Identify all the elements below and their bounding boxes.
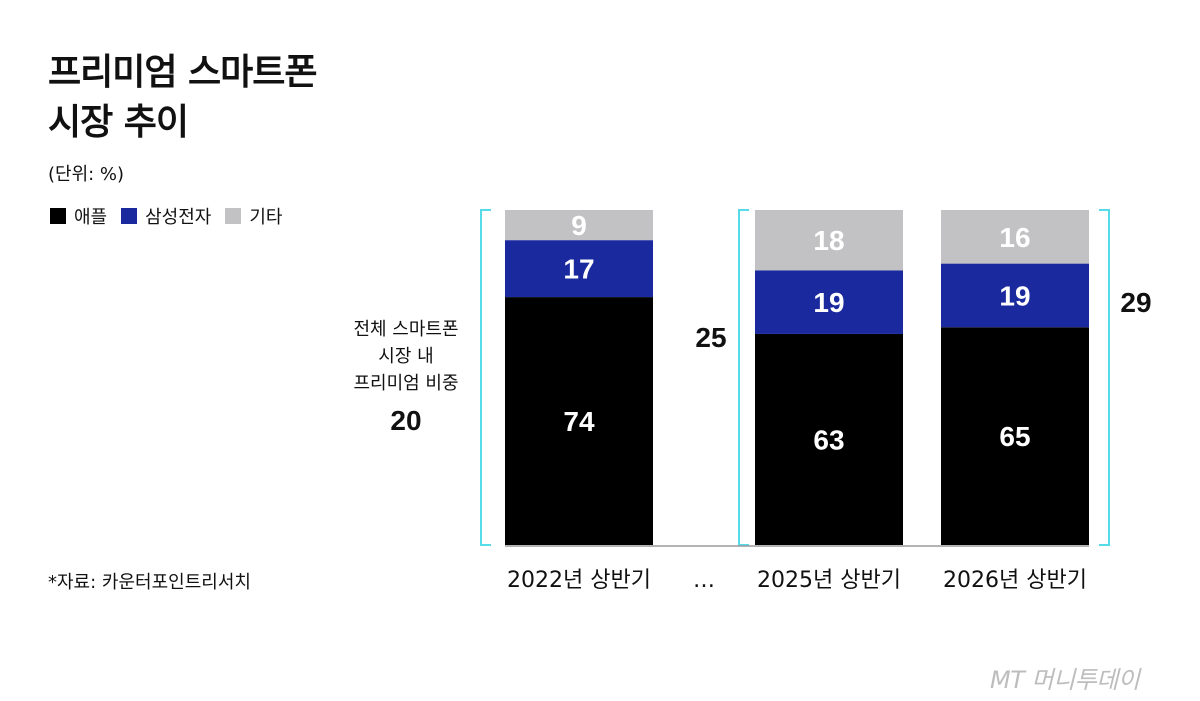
bar-value-samsung-2: 19 xyxy=(999,280,1030,311)
share-bracket-2 xyxy=(1099,209,1110,546)
chart-title-line2: 시장 추이 xyxy=(48,102,189,143)
bar-others-2 xyxy=(941,210,1089,264)
bar-value-samsung-0: 17 xyxy=(563,254,594,285)
legend-label-apple: 애플 xyxy=(74,207,108,228)
share-values-group: 20 25 29 xyxy=(390,287,1151,436)
legend-swatch-samsung xyxy=(121,208,138,224)
legend-label-others: 기타 xyxy=(249,207,283,228)
legend-swatch-others xyxy=(225,208,242,224)
premium-share-value-2: 29 xyxy=(1120,287,1151,318)
chart-title: 프리미엄 스마트폰 시장 추이 xyxy=(48,48,317,148)
ellipsis-label: … xyxy=(693,568,715,593)
watermark-logo: MT 머니투데이 xyxy=(990,666,1140,694)
bar-apple-2 xyxy=(941,327,1089,545)
bar-samsung-0 xyxy=(505,240,653,298)
premium-share-value-0: 20 xyxy=(390,405,421,436)
bar-others-1 xyxy=(755,210,903,271)
legend-swatch-apple xyxy=(50,208,66,224)
share-label-line3: 프리미엄 비중 xyxy=(353,373,458,394)
bar-samsung-2 xyxy=(941,263,1089,328)
bar-value-samsung-1: 19 xyxy=(813,287,844,318)
share-bracket-0 xyxy=(480,209,491,546)
category-label-2: 2026년 상반기 xyxy=(943,568,1087,593)
share-brackets-group xyxy=(480,209,1110,546)
bar-apple-0 xyxy=(505,297,653,545)
bar-apple-1 xyxy=(755,333,903,545)
category-label-1: 2025년 상반기 xyxy=(757,568,901,593)
category-label-0: 2022년 상반기 xyxy=(507,568,651,593)
bar-value-apple-1: 63 xyxy=(813,424,844,455)
category-labels-group: 2022년 상반기 2025년 상반기 2026년 상반기 xyxy=(507,568,1087,593)
bar-value-others-2: 16 xyxy=(999,222,1030,253)
bar-samsung-1 xyxy=(755,270,903,334)
share-label-line1: 전체 스마트폰 xyxy=(353,319,458,340)
legend-item-others: 기타 xyxy=(225,203,283,229)
unit-label: (단위: %) xyxy=(48,164,125,185)
bars-group: 74 17 9 63 19 18 65 19 16 xyxy=(505,210,1089,545)
share-bracket-1 xyxy=(738,209,749,546)
bar-others-0 xyxy=(505,210,653,241)
source-note: *자료: 카운터포인트리서치 xyxy=(48,572,251,593)
bar-value-apple-2: 65 xyxy=(999,421,1030,452)
bar-value-others-1: 18 xyxy=(813,225,844,256)
legend-item-apple: 애플 xyxy=(50,203,107,229)
premium-share-value-1: 25 xyxy=(695,322,726,353)
share-label-line2: 시장 내 xyxy=(378,346,433,367)
legend: 애플 삼성전자 기타 xyxy=(50,203,283,229)
chart-title-line1: 프리미엄 스마트폰 xyxy=(48,52,317,93)
bar-value-others-0: 9 xyxy=(571,210,587,241)
legend-label-samsung: 삼성전자 xyxy=(145,207,212,228)
legend-item-samsung: 삼성전자 xyxy=(121,203,211,229)
bar-value-apple-0: 74 xyxy=(563,406,595,437)
